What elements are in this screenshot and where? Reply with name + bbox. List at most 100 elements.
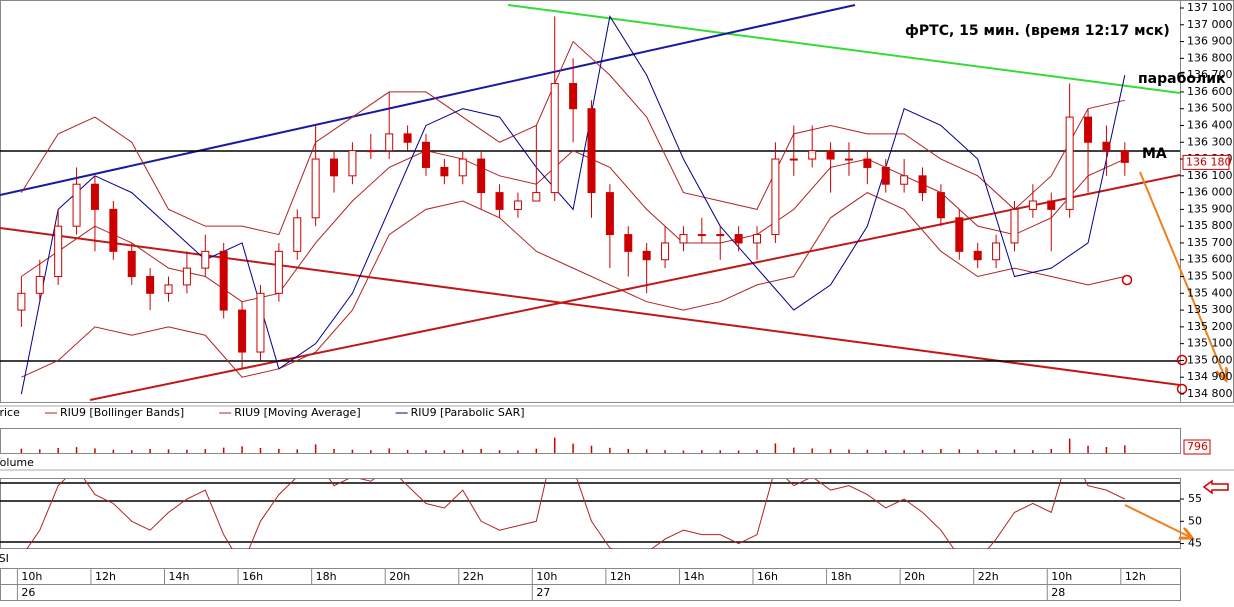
candle-body bbox=[550, 83, 559, 194]
candle-body bbox=[826, 150, 835, 160]
x-tick-label: 18h bbox=[831, 570, 852, 583]
rsi-plot bbox=[0, 479, 1180, 549]
y-tick-label: 136 000 bbox=[1187, 186, 1233, 199]
candle-body bbox=[90, 183, 99, 210]
candle-body bbox=[624, 234, 633, 252]
y-tick-label: 137 000 bbox=[1187, 18, 1233, 31]
candle-body bbox=[35, 276, 44, 294]
candle-body bbox=[458, 158, 467, 177]
candle-body bbox=[771, 158, 780, 236]
y-tick-label: 136 800 bbox=[1187, 51, 1233, 64]
candle-body bbox=[164, 284, 173, 294]
y-tick-label: 134 900 bbox=[1187, 370, 1233, 383]
candle-body bbox=[992, 242, 1001, 261]
candle-body bbox=[17, 292, 26, 311]
x-tick-label: 20h bbox=[904, 570, 925, 583]
candle-body bbox=[569, 83, 578, 110]
y-tick-label: 135 600 bbox=[1187, 253, 1233, 266]
candle-body bbox=[1047, 200, 1056, 210]
candle-body bbox=[661, 242, 670, 261]
candle-body bbox=[955, 217, 964, 252]
marker-circle bbox=[1176, 354, 1188, 366]
forecast-arrow bbox=[1139, 171, 1226, 380]
candle-body bbox=[109, 208, 118, 252]
x-tick-label: 12h bbox=[610, 570, 631, 583]
current-price-label: 136 180 bbox=[1186, 155, 1232, 168]
candle-body bbox=[587, 108, 596, 194]
y-tick-label: 135 000 bbox=[1187, 353, 1233, 366]
candle-body bbox=[881, 166, 890, 185]
candle-body bbox=[532, 192, 541, 202]
y-tick-label: 136 500 bbox=[1187, 102, 1233, 115]
x-tick-label: 16h bbox=[757, 570, 778, 583]
x-tick-label: 10h bbox=[536, 570, 557, 583]
forecast-arrow bbox=[1124, 504, 1192, 538]
candle-body bbox=[789, 158, 798, 161]
y-tick-label: 135 800 bbox=[1187, 219, 1233, 232]
candle-body bbox=[54, 225, 63, 278]
candle-body bbox=[513, 200, 522, 210]
chart-title: фРТС, 15 мин. (время 12:17 мск) bbox=[905, 23, 1170, 39]
candle-body bbox=[495, 192, 504, 210]
y-tick-label: 135 900 bbox=[1187, 202, 1233, 215]
candle-body bbox=[1010, 208, 1019, 244]
hollow-arrow bbox=[1202, 479, 1229, 495]
trend-line bbox=[0, 227, 1180, 386]
day-tick-label: 28 bbox=[1051, 586, 1065, 599]
y-tick-label: 45 bbox=[1188, 537, 1202, 550]
candle-body bbox=[973, 250, 982, 261]
y-tick-label: 136 600 bbox=[1187, 85, 1233, 98]
candle-body bbox=[1065, 116, 1074, 210]
y-tick-label: 135 400 bbox=[1187, 286, 1233, 299]
x-tick-label: 12h bbox=[1125, 570, 1146, 583]
y-tick-label: 135 200 bbox=[1187, 320, 1233, 333]
candle-body bbox=[716, 234, 725, 237]
annotation: параболик bbox=[1138, 71, 1226, 87]
y-tick-label: 134 800 bbox=[1187, 387, 1233, 400]
candle-body bbox=[697, 234, 706, 237]
candle-body bbox=[1084, 116, 1093, 143]
candle-body bbox=[366, 150, 375, 153]
candle-body bbox=[440, 166, 449, 177]
y-tick-label: 135 700 bbox=[1187, 236, 1233, 249]
x-tick-label: 20h bbox=[389, 570, 410, 583]
candle-body bbox=[1028, 200, 1037, 210]
x-tick-label: 16h bbox=[242, 570, 263, 583]
candle-body bbox=[403, 133, 412, 143]
candle-body bbox=[1102, 141, 1111, 152]
rsi-line bbox=[26, 479, 1126, 549]
candle-body bbox=[844, 158, 853, 161]
candle-body bbox=[642, 250, 651, 261]
candle-body bbox=[201, 250, 210, 269]
day-tick-label: 26 bbox=[21, 586, 35, 599]
y-tick-label: 135 300 bbox=[1187, 303, 1233, 316]
candle-body bbox=[330, 158, 339, 177]
candle-body bbox=[753, 234, 762, 244]
y-tick-label: 136 700 bbox=[1187, 68, 1233, 81]
day-tick-label: 27 bbox=[536, 586, 550, 599]
y-tick-label: 136 100 bbox=[1187, 169, 1233, 182]
candle-body bbox=[679, 234, 688, 244]
candle-body bbox=[293, 217, 302, 252]
trend-line bbox=[89, 174, 1180, 401]
candle-body bbox=[734, 234, 743, 244]
rsi-pane bbox=[0, 478, 1181, 549]
x-tick-label: 10h bbox=[21, 570, 42, 583]
candle-body bbox=[863, 158, 872, 168]
candle-body bbox=[146, 276, 155, 294]
candle-body bbox=[182, 267, 191, 286]
indicator-line bbox=[21, 192, 1125, 378]
candle-body bbox=[421, 141, 430, 168]
pane-label: Volume bbox=[0, 456, 34, 469]
annotation: МА bbox=[1142, 146, 1167, 162]
y-tick-label: 136 900 bbox=[1187, 35, 1233, 48]
x-tick-label: 10h bbox=[1051, 570, 1072, 583]
candle-body bbox=[311, 158, 320, 219]
legend-label: RIU9 [Parabolic SAR] bbox=[411, 406, 525, 419]
y-tick-label: 137 100 bbox=[1187, 1, 1233, 14]
current-price-box bbox=[1182, 154, 1230, 170]
legend-label: RIU9 [Moving Average] bbox=[234, 406, 360, 419]
candle-body bbox=[219, 250, 228, 311]
volume-plot bbox=[20, 437, 1126, 453]
